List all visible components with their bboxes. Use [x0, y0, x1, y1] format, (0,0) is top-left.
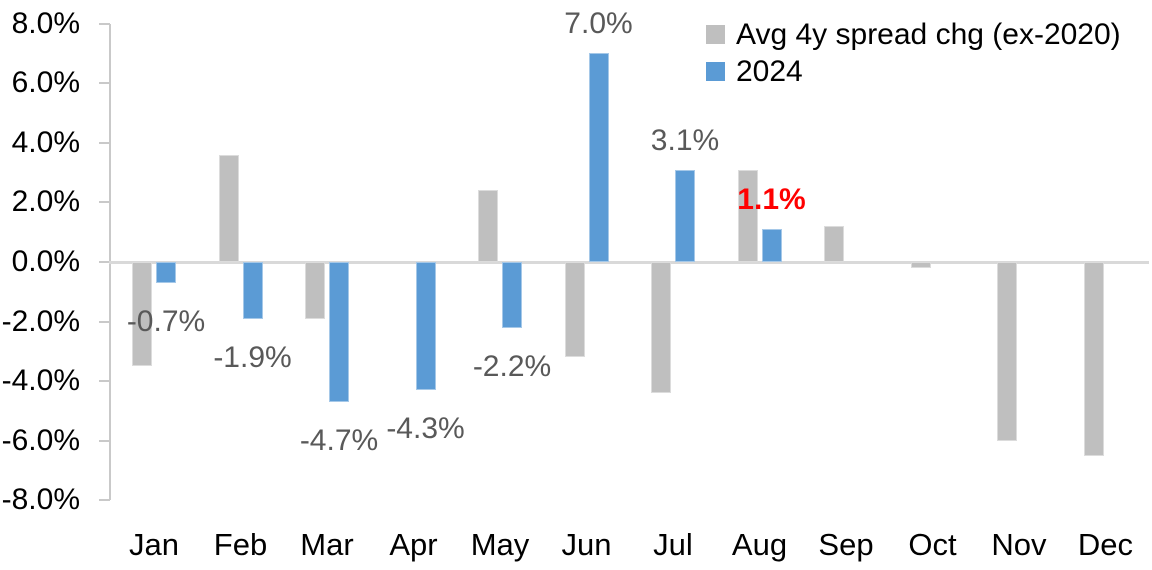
y-tick-label: -2.0%: [1, 304, 80, 338]
y-tick-mark: [99, 22, 110, 25]
y-tick-mark: [99, 82, 110, 85]
y-tick-label: 2.0%: [11, 185, 80, 219]
y-tick-label: 0.0%: [11, 245, 80, 278]
y-tick-mark: [99, 201, 110, 204]
bar-2024-apr: [415, 262, 436, 391]
bar-2024-jan: [156, 262, 176, 283]
bar-avg-jul: [651, 262, 671, 394]
x-label-may: May: [470, 527, 530, 562]
bar-avg-aug: [737, 169, 758, 262]
x-label-oct: Oct: [908, 527, 957, 562]
data-label-may: -2.2%: [472, 349, 552, 383]
bar-avg-may: [478, 190, 498, 262]
bar-avg-jan: [132, 262, 152, 367]
y-tick-mark: [99, 380, 110, 383]
y-tick-label: -6.0%: [1, 423, 80, 457]
bar-avg-sep: [824, 226, 844, 262]
bar-2024-mar: [329, 262, 349, 403]
x-label-dec: Dec: [1077, 527, 1134, 562]
bar-2024-aug: [761, 229, 782, 262]
data-label-jul: 3.1%: [650, 123, 720, 157]
legend-item-2024: 2024: [706, 53, 1121, 90]
y-tick-mark: [99, 499, 110, 502]
y-tick-label: 4.0%: [11, 125, 80, 159]
data-label-mar: -4.7%: [299, 424, 379, 458]
bar-2024-may: [502, 262, 522, 328]
legend-swatch-avg: [706, 25, 725, 44]
x-label-nov: Nov: [991, 527, 1047, 562]
legend-swatch-2024: [706, 62, 725, 81]
y-tick-mark: [99, 320, 110, 323]
bar-avg-jun: [564, 262, 585, 358]
y-tick-label: 6.0%: [11, 66, 80, 100]
x-label-jul: Jul: [653, 527, 693, 562]
y-tick-label: -8.0%: [1, 483, 80, 517]
y-tick-mark: [99, 141, 110, 144]
legend-label-avg: Avg 4y spread chg (ex-2020): [736, 17, 1121, 51]
bar-avg-mar: [305, 262, 325, 319]
bar-2024-jul: [675, 169, 695, 262]
x-label-jun: Jun: [561, 527, 612, 562]
data-label-jan: -0.7%: [126, 304, 206, 338]
x-label-feb: Feb: [213, 527, 268, 562]
x-label-jan: Jan: [129, 527, 179, 562]
y-tick-mark: [99, 439, 110, 442]
bar-avg-oct: [910, 262, 931, 268]
x-label-mar: Mar: [300, 527, 354, 562]
data-label-aug: 1.1%: [737, 183, 806, 217]
legend: Avg 4y spread chg (ex-2020) 2024: [706, 16, 1121, 90]
bar-2024-jun: [588, 53, 609, 262]
data-label-apr: -4.3%: [386, 412, 465, 446]
y-tick-label: -4.0%: [1, 364, 80, 398]
y-tick-mark: [99, 261, 110, 263]
bar-avg-feb: [218, 154, 239, 262]
legend-label-2024: 2024: [736, 54, 803, 88]
legend-item-avg: Avg 4y spread chg (ex-2020): [706, 16, 1121, 53]
bar-avg-dec: [1083, 262, 1104, 456]
x-label-aug: Aug: [731, 527, 788, 562]
data-label-jun: 7.0%: [564, 7, 633, 41]
zero-gridline: [109, 261, 1149, 264]
x-label-apr: Apr: [389, 527, 438, 562]
bar-avg-nov: [997, 262, 1017, 441]
y-tick-label: 8.0%: [11, 6, 80, 40]
bar-2024-feb: [242, 262, 263, 319]
x-label-sep: Sep: [818, 527, 874, 562]
data-label-feb: -1.9%: [213, 340, 292, 374]
